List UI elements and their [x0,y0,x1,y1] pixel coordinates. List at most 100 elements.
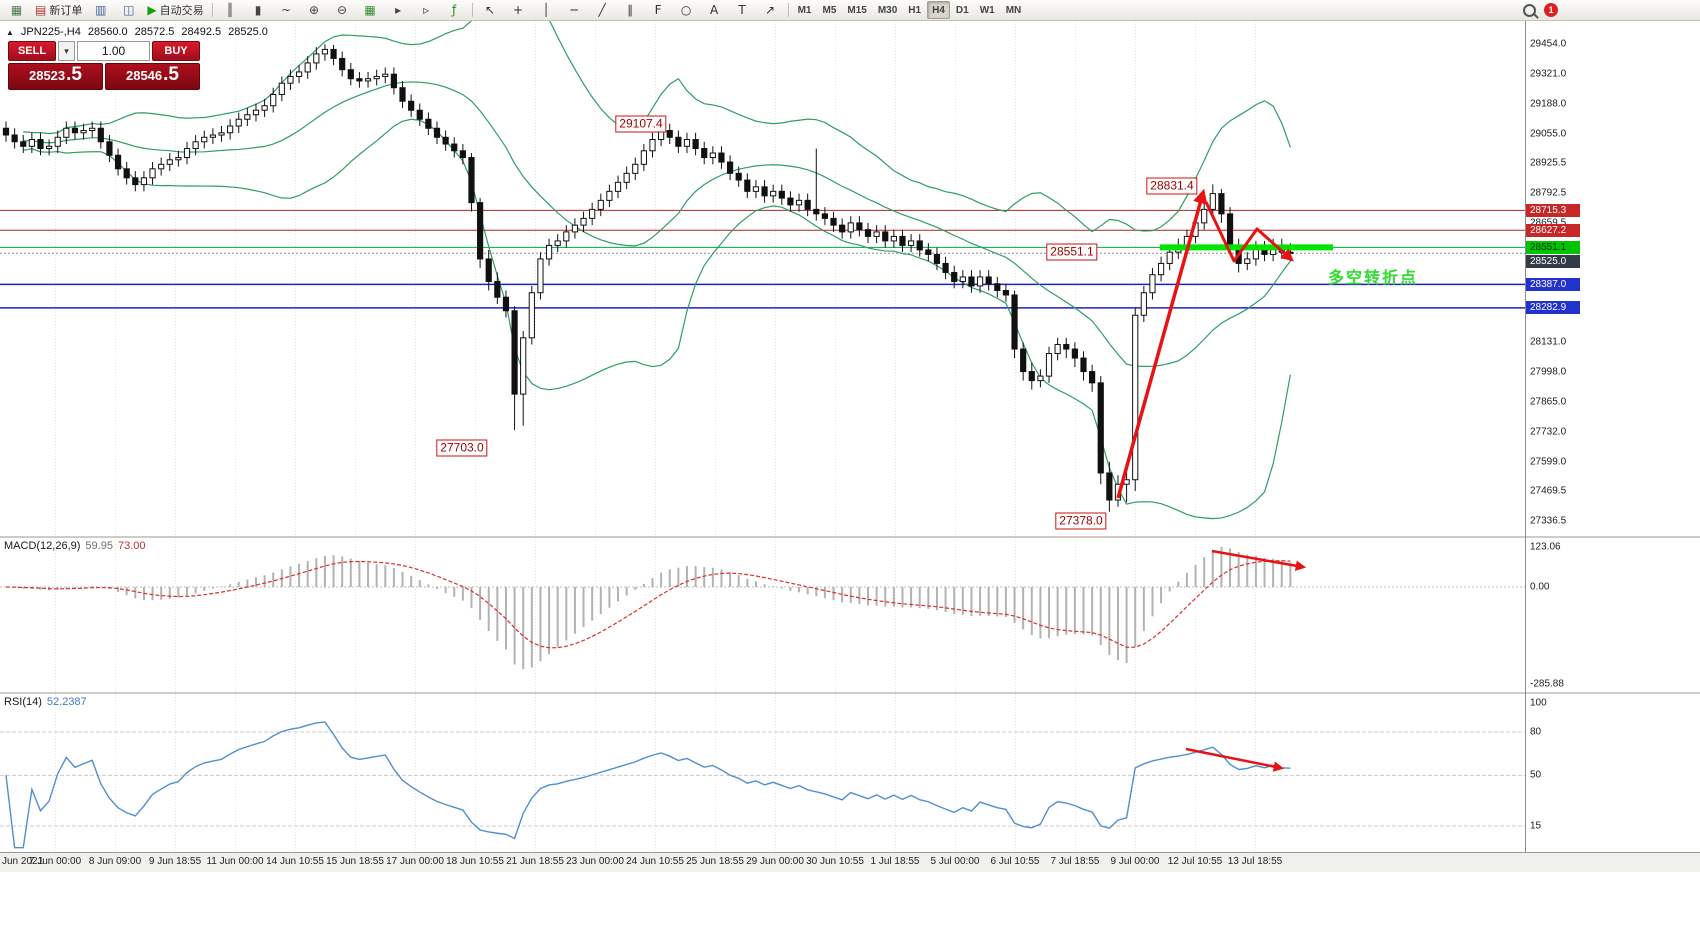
chart-shift-icon: ▹ [423,3,430,17]
price-callout[interactable]: 29107.4 [615,115,667,133]
notification-badge[interactable]: 1 [1544,3,1558,17]
trend-arrow[interactable] [1211,549,1307,571]
text-icon[interactable]: A [701,1,728,20]
price-axis-label: 27998.0 [1530,366,1567,378]
volume-input[interactable]: 1.00 [77,41,150,61]
time-axis-label: 9 Jul 00:00 [1110,856,1160,867]
time-axis-label: 24 Jun 10:55 [626,856,684,867]
price-callout[interactable]: 28831.4 [1146,177,1198,195]
trend-arrow[interactable] [1116,188,1208,499]
annotation-text[interactable]: 多空转折点 [1328,270,1419,287]
line-chart-type-icon: ~ [281,3,292,17]
label-icon[interactable]: T [729,1,756,20]
bar-chart-type-icon[interactable]: ║ [217,1,244,20]
line-chart-type-icon[interactable]: ~ [273,1,300,20]
indicators-icon[interactable]: ƒ [441,1,468,20]
trend-arrows[interactable] [1116,188,1307,772]
macd-value: 59.95 [85,540,113,552]
time-axis-label: 6 Jul 10:55 [990,856,1040,867]
rsi-indicator-label: RSI(14) 52.2387 [4,696,87,708]
zoom-in-icon[interactable]: ⊕ [301,1,328,20]
trendline-icon: ╱ [598,3,606,17]
vertical-line-icon: │ [542,3,550,17]
cursor-icon[interactable]: ↖ [477,1,504,20]
fibonacci-icon[interactable]: F [645,1,672,20]
price-axis-label: 29454.0 [1530,38,1567,50]
horizontal-line-icon[interactable]: ─ [561,1,588,20]
price-callout[interactable]: 28551.1 [1046,243,1098,261]
gridlines [55,21,1256,852]
time-axis-label: 21 Jun 18:55 [506,856,564,867]
price-axis-label: 28792.5 [1530,187,1567,199]
search-icon[interactable] [1516,1,1543,20]
timeframe-m15-button[interactable]: M15 [847,4,867,16]
rsi-axis-label: 80 [1530,726,1542,738]
sell-button[interactable]: SELL [8,41,56,61]
buy-button[interactable]: BUY [152,41,200,61]
toolbar-separator [787,3,789,17]
bollinger-bands[interactable] [23,0,1291,520]
trendline-icon[interactable]: ╱ [589,1,616,20]
profiles-icon[interactable]: ◫ [115,1,142,20]
price-axis-label: 27469.5 [1530,485,1567,497]
bollinger-upper [23,21,1291,233]
time-axis[interactable] [0,852,1700,872]
auto-trading-button[interactable]: ▶ 自动交易 [143,1,207,20]
panel-divider[interactable] [0,692,1700,694]
timeframe-m1-button[interactable]: M1 [797,4,812,16]
time-axis-label: 15 Jun 18:55 [326,856,384,867]
price-callout[interactable]: 27703.0 [436,439,488,457]
crosshair-icon[interactable]: + [505,1,532,20]
quote-close: 28525.0 [228,26,268,38]
macd-signal-line [5,560,1291,649]
candlestick-type-icon: ▮ [254,3,262,17]
time-axis-label: 12 Jul 10:55 [1167,856,1223,867]
candlestick-type-icon[interactable]: ▮ [245,1,272,20]
bid-price-button[interactable]: 28523.5 [8,63,103,90]
new-order-button[interactable]: ▤ 新订单 [31,1,86,20]
trend-arrow[interactable] [1204,201,1294,263]
zoom-out-icon[interactable]: ⊖ [329,1,356,20]
price-axis-label: 29188.0 [1530,98,1567,110]
timeframe-h4-button[interactable]: H4 [927,1,950,19]
timeframe-w1-button[interactable]: W1 [979,4,995,16]
trend-arrow[interactable] [1185,747,1285,772]
arrows-icon[interactable]: ↗ [757,1,784,20]
auto-scroll-icon: ▸ [395,3,402,17]
rsi-axis-label: 15 [1530,820,1542,832]
charts-icon[interactable]: ▥ [87,1,114,20]
rsi-axis-label: 100 [1530,697,1547,709]
profiles-icon: ◫ [123,3,135,17]
timeframe-mn-button[interactable]: MN [1005,4,1022,16]
horizontal-line-icon: ─ [570,3,578,17]
panel-divider[interactable] [0,536,1700,538]
new-chart-icon[interactable]: ▦ [3,1,30,20]
rsi-value: 52.2387 [46,696,87,708]
bid-frac: .5 [66,64,82,85]
time-axis-label: 23 Jun 00:00 [566,856,624,867]
order-type-dropdown[interactable]: ▾ [58,41,75,61]
shapes-icon[interactable]: ○ [673,1,700,20]
quote-low: 28492.5 [181,26,222,38]
rsi-axis-label: 50 [1530,769,1542,781]
quote-high: 28572.5 [134,26,175,38]
timeframe-d1-button[interactable]: D1 [955,4,969,16]
chart-shift-icon[interactable]: ▹ [413,1,440,20]
price-axis-label: 29055.0 [1530,128,1567,140]
price-tag: 28551.1 [1526,240,1580,254]
timeframe-m30-button[interactable]: M30 [877,4,898,16]
channel-icon[interactable]: ∥ [617,1,644,20]
vertical-line-icon[interactable]: │ [533,1,560,20]
price-callout[interactable]: 27378.0 [1055,512,1107,530]
ask-price-button[interactable]: 28546.5 [105,63,200,90]
timeframe-h1-button[interactable]: H1 [908,4,922,16]
auto-scroll-icon[interactable]: ▸ [385,1,412,20]
price-axis-label: 27599.0 [1530,456,1567,468]
price-tag: 28627.2 [1526,223,1580,237]
time-axis-label: 29 Jun 00:00 [746,856,804,867]
shapes-icon: ○ [680,3,692,17]
tile-windows-icon[interactable]: ▦ [357,1,384,20]
timeframe-m5-button[interactable]: M5 [822,4,837,16]
